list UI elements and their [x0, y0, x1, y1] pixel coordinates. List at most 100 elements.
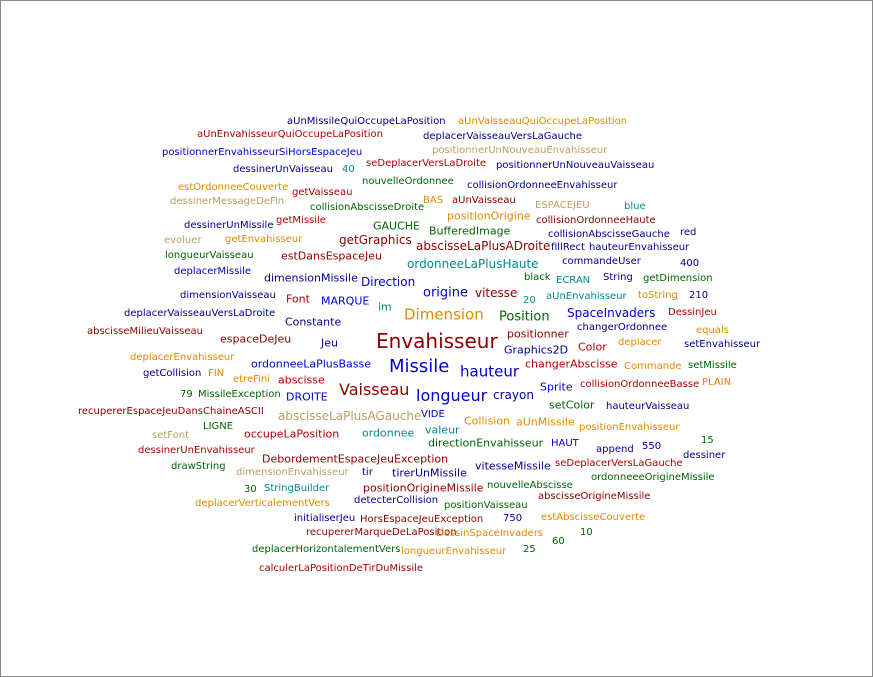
cloud-word: toString [638, 290, 678, 301]
cloud-word: collisionOrdonneeEnvahisseur [467, 180, 618, 191]
cloud-word: VIDE [421, 409, 445, 420]
cloud-word: 210 [689, 290, 709, 301]
cloud-word: abscisseLaPlusAGauche [278, 409, 422, 423]
cloud-word: DROITE [286, 390, 328, 404]
cloud-word: dessiner [683, 450, 726, 461]
cloud-word: dimensionMissile [264, 271, 358, 285]
cloud-word: 15 [701, 435, 714, 446]
cloud-word: ESPACEJEU [535, 200, 590, 211]
cloud-word: setColor [549, 398, 595, 412]
cloud-word: ordonneeLaPlusHaute [407, 257, 539, 271]
cloud-word: black [524, 272, 551, 283]
cloud-word: Position [499, 309, 550, 325]
cloud-word: Constante [285, 315, 342, 329]
cloud-word: abscisseLaPlusADroite [416, 239, 551, 253]
cloud-word: detecterCollision [354, 495, 439, 506]
cloud-word: String [603, 272, 633, 283]
cloud-word: StringBuilder [264, 483, 330, 494]
cloud-word: vitesse [475, 286, 518, 300]
cloud-word: seDeplacerVersLaGauche [555, 458, 683, 469]
cloud-word: 25 [523, 544, 536, 555]
cloud-word: ECRAN [556, 275, 591, 286]
cloud-word: deplacerVaisseauVersLaGauche [423, 131, 582, 142]
cloud-word: positionner [507, 327, 569, 341]
cloud-word: dessinerMessageDeFin [170, 196, 285, 207]
cloud-word: Font [286, 292, 310, 306]
cloud-word: 400 [680, 258, 700, 269]
cloud-word: equals [696, 325, 729, 336]
cloud-word: aUnVaisseauQuiOccupeLaPosition [458, 116, 628, 127]
cloud-word: positionVaisseau [444, 500, 528, 511]
cloud-word: BufferedImage [429, 224, 511, 238]
cloud-word: estOrdonneeCouverte [178, 182, 289, 193]
cloud-word: 550 [642, 441, 662, 452]
cloud-word: Envahisseur [376, 329, 498, 353]
cloud-word: append [596, 444, 634, 455]
cloud-word: vitesseMissile [475, 459, 551, 473]
cloud-word: dessinerUnVaisseau [233, 164, 333, 175]
cloud-word: longueur [416, 386, 488, 405]
cloud-word: getVaisseau [292, 187, 353, 198]
cloud-word: GAUCHE [373, 219, 421, 233]
cloud-word: crayon [493, 388, 534, 402]
cloud-word: aUnEnvahisseurQuiOccupeLaPosition [197, 129, 383, 140]
cloud-word: FIN [208, 368, 225, 379]
cloud-word: espaceDeJeu [220, 332, 292, 346]
cloud-word: Graphics2D [504, 343, 569, 357]
cloud-word: aUnMissileQuiOccupeLaPosition [287, 116, 446, 127]
cloud-word: 30 [244, 484, 257, 495]
cloud-word: getEnvahisseur [225, 234, 303, 245]
cloud-word: deplacer [618, 337, 662, 348]
cloud-word: drawString [171, 461, 226, 472]
cloud-word: estDansEspaceJeu [281, 249, 382, 263]
cloud-word: getMissile [276, 215, 326, 226]
cloud-word: Vaisseau [339, 380, 410, 399]
cloud-word: 750 [503, 513, 523, 524]
cloud-word: collisionAbscisseGauche [548, 229, 670, 240]
cloud-word: occupeLaPosition [244, 427, 340, 441]
cloud-word: hauteurEnvahisseur [589, 242, 690, 253]
cloud-word: seDeplacerVersLaDroite [366, 158, 487, 169]
cloud-word: ordonneeeOrigineMissile [591, 472, 715, 483]
cloud-word: recupererEspaceJeuDansChaineASCII [78, 406, 264, 417]
cloud-word: positionnerUnNouveauEnvahisseur [432, 145, 608, 156]
cloud-word: collisionOrdonneeHaute [536, 215, 656, 226]
cloud-word: 10 [580, 527, 593, 538]
cloud-word: dessinerUnEnvahisseur [138, 445, 255, 456]
cloud-word: fillRect [551, 242, 585, 253]
cloud-word: collisionOrdonneeBasse [580, 379, 700, 390]
cloud-word: positionOrigineMissile [363, 481, 484, 495]
cloud-word: LIGNE [203, 421, 234, 432]
cloud-word: Color [578, 340, 607, 354]
cloud-word: abscisseOrigineMissile [538, 491, 651, 502]
cloud-word: aUnMissile [516, 415, 575, 429]
cloud-word: blue [624, 201, 646, 212]
cloud-word: getDimension [643, 273, 713, 284]
cloud-word: dessinerUnMissile [184, 220, 274, 231]
cloud-word: estAbscisseCouverte [541, 512, 646, 523]
cloud-word: hauteur [460, 362, 519, 381]
cloud-word: positionEnvahisseur [579, 422, 680, 433]
cloud-word: getGraphics [339, 233, 412, 247]
cloud-word: setEnvahisseur [684, 339, 761, 350]
cloud-word: deplacerMissile [174, 266, 252, 277]
cloud-word: Direction [361, 275, 416, 289]
cloud-word: nouvelleAbscisse [487, 480, 573, 491]
cloud-word: recupererMarqueDeLaPosition [306, 527, 457, 538]
cloud-word: Collision [464, 414, 511, 428]
cloud-word: abscisseMilieuVaisseau [87, 326, 203, 337]
cloud-word: commandeUser [562, 256, 641, 267]
cloud-word: etreFini [233, 374, 271, 385]
cloud-word: DessinJeu [668, 307, 717, 318]
cloud-word: deplacerHorizontalementVers [252, 544, 401, 555]
cloud-word: origine [423, 285, 469, 301]
cloud-word: longueurVaisseau [165, 250, 254, 261]
cloud-word: Commande [624, 361, 682, 372]
cloud-word: dimensionVaisseau [180, 290, 276, 301]
cloud-word: MARQUE [321, 294, 370, 308]
cloud-word: 60 [552, 536, 565, 547]
cloud-word: MissileException [198, 389, 281, 400]
cloud-word: deplacerVerticalementVers [195, 498, 330, 509]
cloud-word: Dimension [404, 305, 484, 324]
